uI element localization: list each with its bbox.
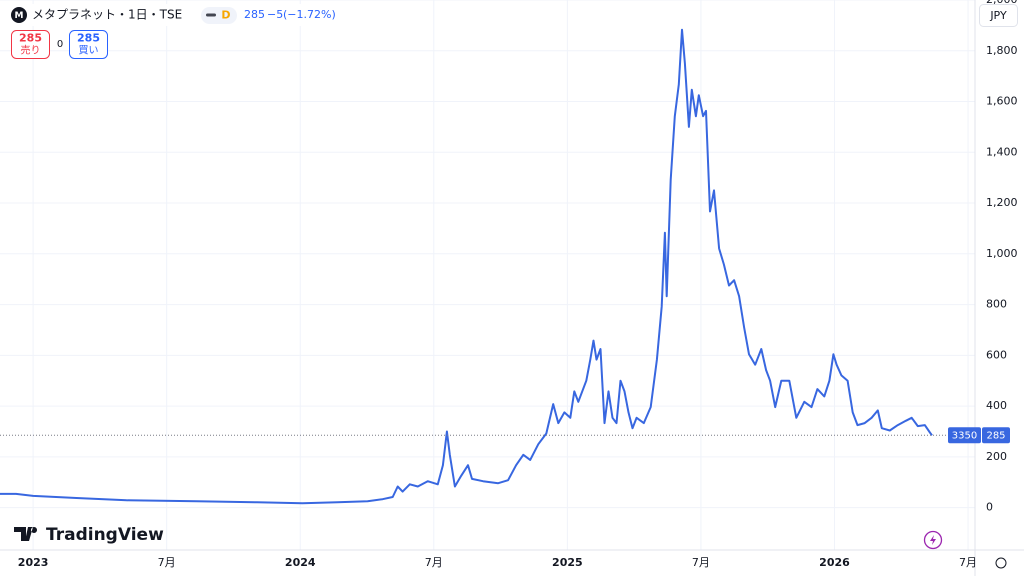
y-tick-label: 400 — [986, 399, 1007, 412]
y-tick-label: 1,600 — [986, 95, 1018, 108]
x-tick-label: 2025 — [552, 556, 583, 569]
logo-text: TradingView — [46, 525, 164, 545]
y-tick-label: 1,800 — [986, 44, 1018, 57]
y-tick-label: 2,000 — [986, 0, 1018, 6]
y-tick-label: 0 — [986, 501, 993, 514]
buy-button[interactable] — [69, 30, 108, 59]
price-tag: 3350 — [952, 430, 977, 441]
currency: JPY — [989, 9, 1007, 22]
symbol-title[interactable]: メタプラネット・1日・TSE — [32, 8, 182, 22]
symbol-logo-letter: M — [15, 11, 24, 21]
axes: 0 200 400 600 800 1,000 1,200 1,400 1,600 1,800 2,… — [18, 0, 1018, 569]
last-price-badge: 285 — [986, 430, 1005, 441]
sell-label: 売り — [21, 44, 41, 57]
interval-badge: D — [221, 9, 230, 22]
y-tick-label: 1,200 — [986, 196, 1018, 209]
lightning-icon — [930, 535, 936, 545]
y-tick-label: 200 — [986, 450, 1007, 463]
grid — [0, 0, 975, 550]
x-tick-label: 2026 — [819, 556, 850, 569]
status-icon — [206, 13, 216, 17]
y-tick-label: 1,000 — [986, 247, 1018, 260]
y-tick-label: 1,400 — [986, 145, 1018, 158]
last-price-badge-bg — [982, 427, 1010, 444]
header-change-pct: (−1.72%) — [283, 8, 336, 21]
x-tick-label: 7月 — [158, 556, 176, 569]
spread: 0 — [57, 39, 63, 50]
price-line — [0, 28, 933, 505]
y-tick-label: 800 — [986, 298, 1007, 311]
currency-button[interactable] — [979, 4, 1018, 27]
header-bg — [2, 4, 332, 26]
x-tick-label: 7月 — [959, 556, 977, 569]
sell-price: 285 — [19, 32, 42, 45]
plot — [0, 28, 975, 505]
header-change: −5 — [267, 8, 283, 21]
status-pill[interactable] — [201, 7, 237, 24]
logo-icon — [14, 527, 38, 541]
x-tick-label: 7月 — [692, 556, 710, 569]
symbol-logo — [11, 7, 27, 23]
settings-button[interactable] — [995, 557, 1007, 569]
header-price: 285 — [244, 8, 265, 21]
x-tick-label: 2023 — [18, 556, 49, 569]
price-tag-bg — [948, 427, 981, 444]
buy-price: 285 — [77, 32, 100, 45]
x-tick-label: 7月 — [425, 556, 443, 569]
y-tick-label: 600 — [986, 348, 1007, 361]
sell-button[interactable] — [11, 30, 50, 59]
x-tick-label: 2024 — [285, 556, 316, 569]
buy-label: 買い — [79, 45, 99, 57]
